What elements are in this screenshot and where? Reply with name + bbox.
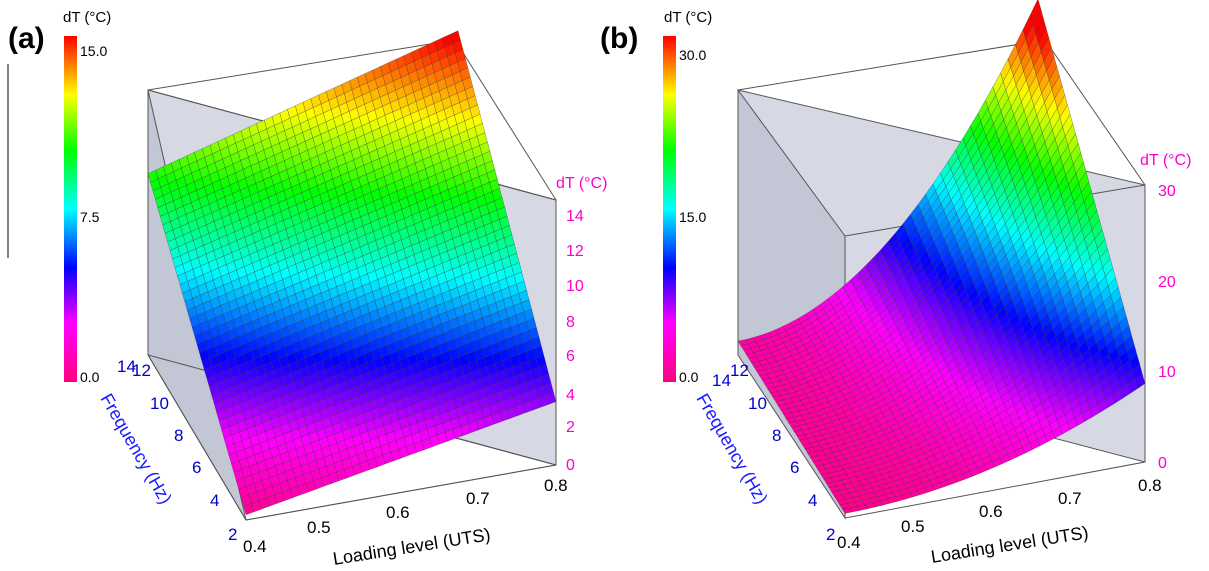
panel-b-label: (b): [600, 22, 638, 55]
colorbar-b-tick-max: 30.0: [679, 47, 706, 63]
z-tick-b: 0: [1158, 455, 1167, 472]
y-tick-b: 2: [826, 525, 835, 544]
x-axis-a-title: Loading level (UTS): [331, 524, 491, 569]
surface-a: [147, 30, 557, 515]
x-tick-a: 0.4: [243, 537, 267, 556]
z-tick-a: 6: [566, 348, 575, 365]
panel-a-label: (a): [8, 22, 45, 55]
colorbar-a-tick-min: 0.0: [80, 369, 100, 385]
y-tick-b: 10: [748, 394, 767, 413]
x-tick-a: 0.6: [386, 503, 410, 522]
colorbar-b-tick-min: 0.0: [679, 369, 699, 385]
colorbar-b-tick-mid: 15.0: [679, 209, 706, 225]
z-tick-b: 30: [1158, 183, 1176, 200]
y-tick-b: 6: [790, 458, 799, 477]
y-tick-b: 14: [712, 371, 731, 390]
x-tick-b: 0.7: [1058, 489, 1082, 508]
z-tick-a: 4: [566, 387, 575, 404]
z-axis-a-title: dT (°C): [556, 175, 607, 192]
colorbar-b: [663, 36, 676, 382]
z-tick-a: 0: [566, 457, 575, 474]
colorbar-a-tick-mid: 7.5: [80, 209, 100, 225]
x-tick-a: 0.7: [466, 489, 490, 508]
z-axis-b-title: dT (°C): [1140, 152, 1191, 169]
panel-b: (b) dT (°C) 30.0 15.0 0.0 dT (°C) 0 10 2…: [600, 0, 1191, 567]
x-axis-b-title: Loading level (UTS): [929, 522, 1089, 567]
y-tick-a: 6: [192, 458, 201, 477]
y-tick-a: 12: [132, 361, 151, 380]
colorbar-a-title: dT (°C): [63, 9, 111, 26]
z-tick-a: 12: [566, 243, 584, 260]
z-ticks-a: 0 2 4 6 8 10 12 14: [566, 208, 584, 474]
panel-a: (a) dT (°C) 15.0 7.5 0.0 dT (°C) 0 2 4 6…: [7, 9, 607, 569]
colorbar-a-tick-max: 15.0: [80, 43, 107, 59]
x-tick-b: 0.4: [837, 533, 861, 552]
x-tick-b: 0.6: [979, 502, 1003, 521]
x-tick-a: 0.5: [307, 518, 331, 537]
y-tick-a: 2: [228, 525, 237, 544]
z-tick-a: 8: [566, 314, 575, 331]
y-tick-a: 8: [174, 426, 183, 445]
surface-cell: [450, 30, 461, 44]
surface-b: [737, 0, 1146, 514]
x-tick-b: 0.8: [1138, 476, 1162, 495]
z-tick-a: 10: [566, 278, 584, 295]
z-tick-b: 20: [1158, 274, 1176, 291]
x-tick-b: 0.5: [901, 517, 925, 536]
y-tick-b: 12: [730, 361, 749, 380]
colorbar-b-title: dT (°C): [664, 9, 712, 26]
y-tick-b: 4: [808, 491, 817, 510]
x-tick-a: 0.8: [544, 476, 568, 495]
y-tick-a: 10: [150, 394, 169, 413]
y-tick-a: 14: [117, 357, 136, 376]
colorbar-a: [64, 36, 77, 382]
z-tick-a: 14: [566, 208, 584, 225]
z-tick-a: 2: [566, 419, 575, 436]
y-tick-b: 8: [772, 426, 781, 445]
y-tick-a: 4: [210, 491, 219, 510]
z-tick-b: 10: [1158, 364, 1176, 381]
